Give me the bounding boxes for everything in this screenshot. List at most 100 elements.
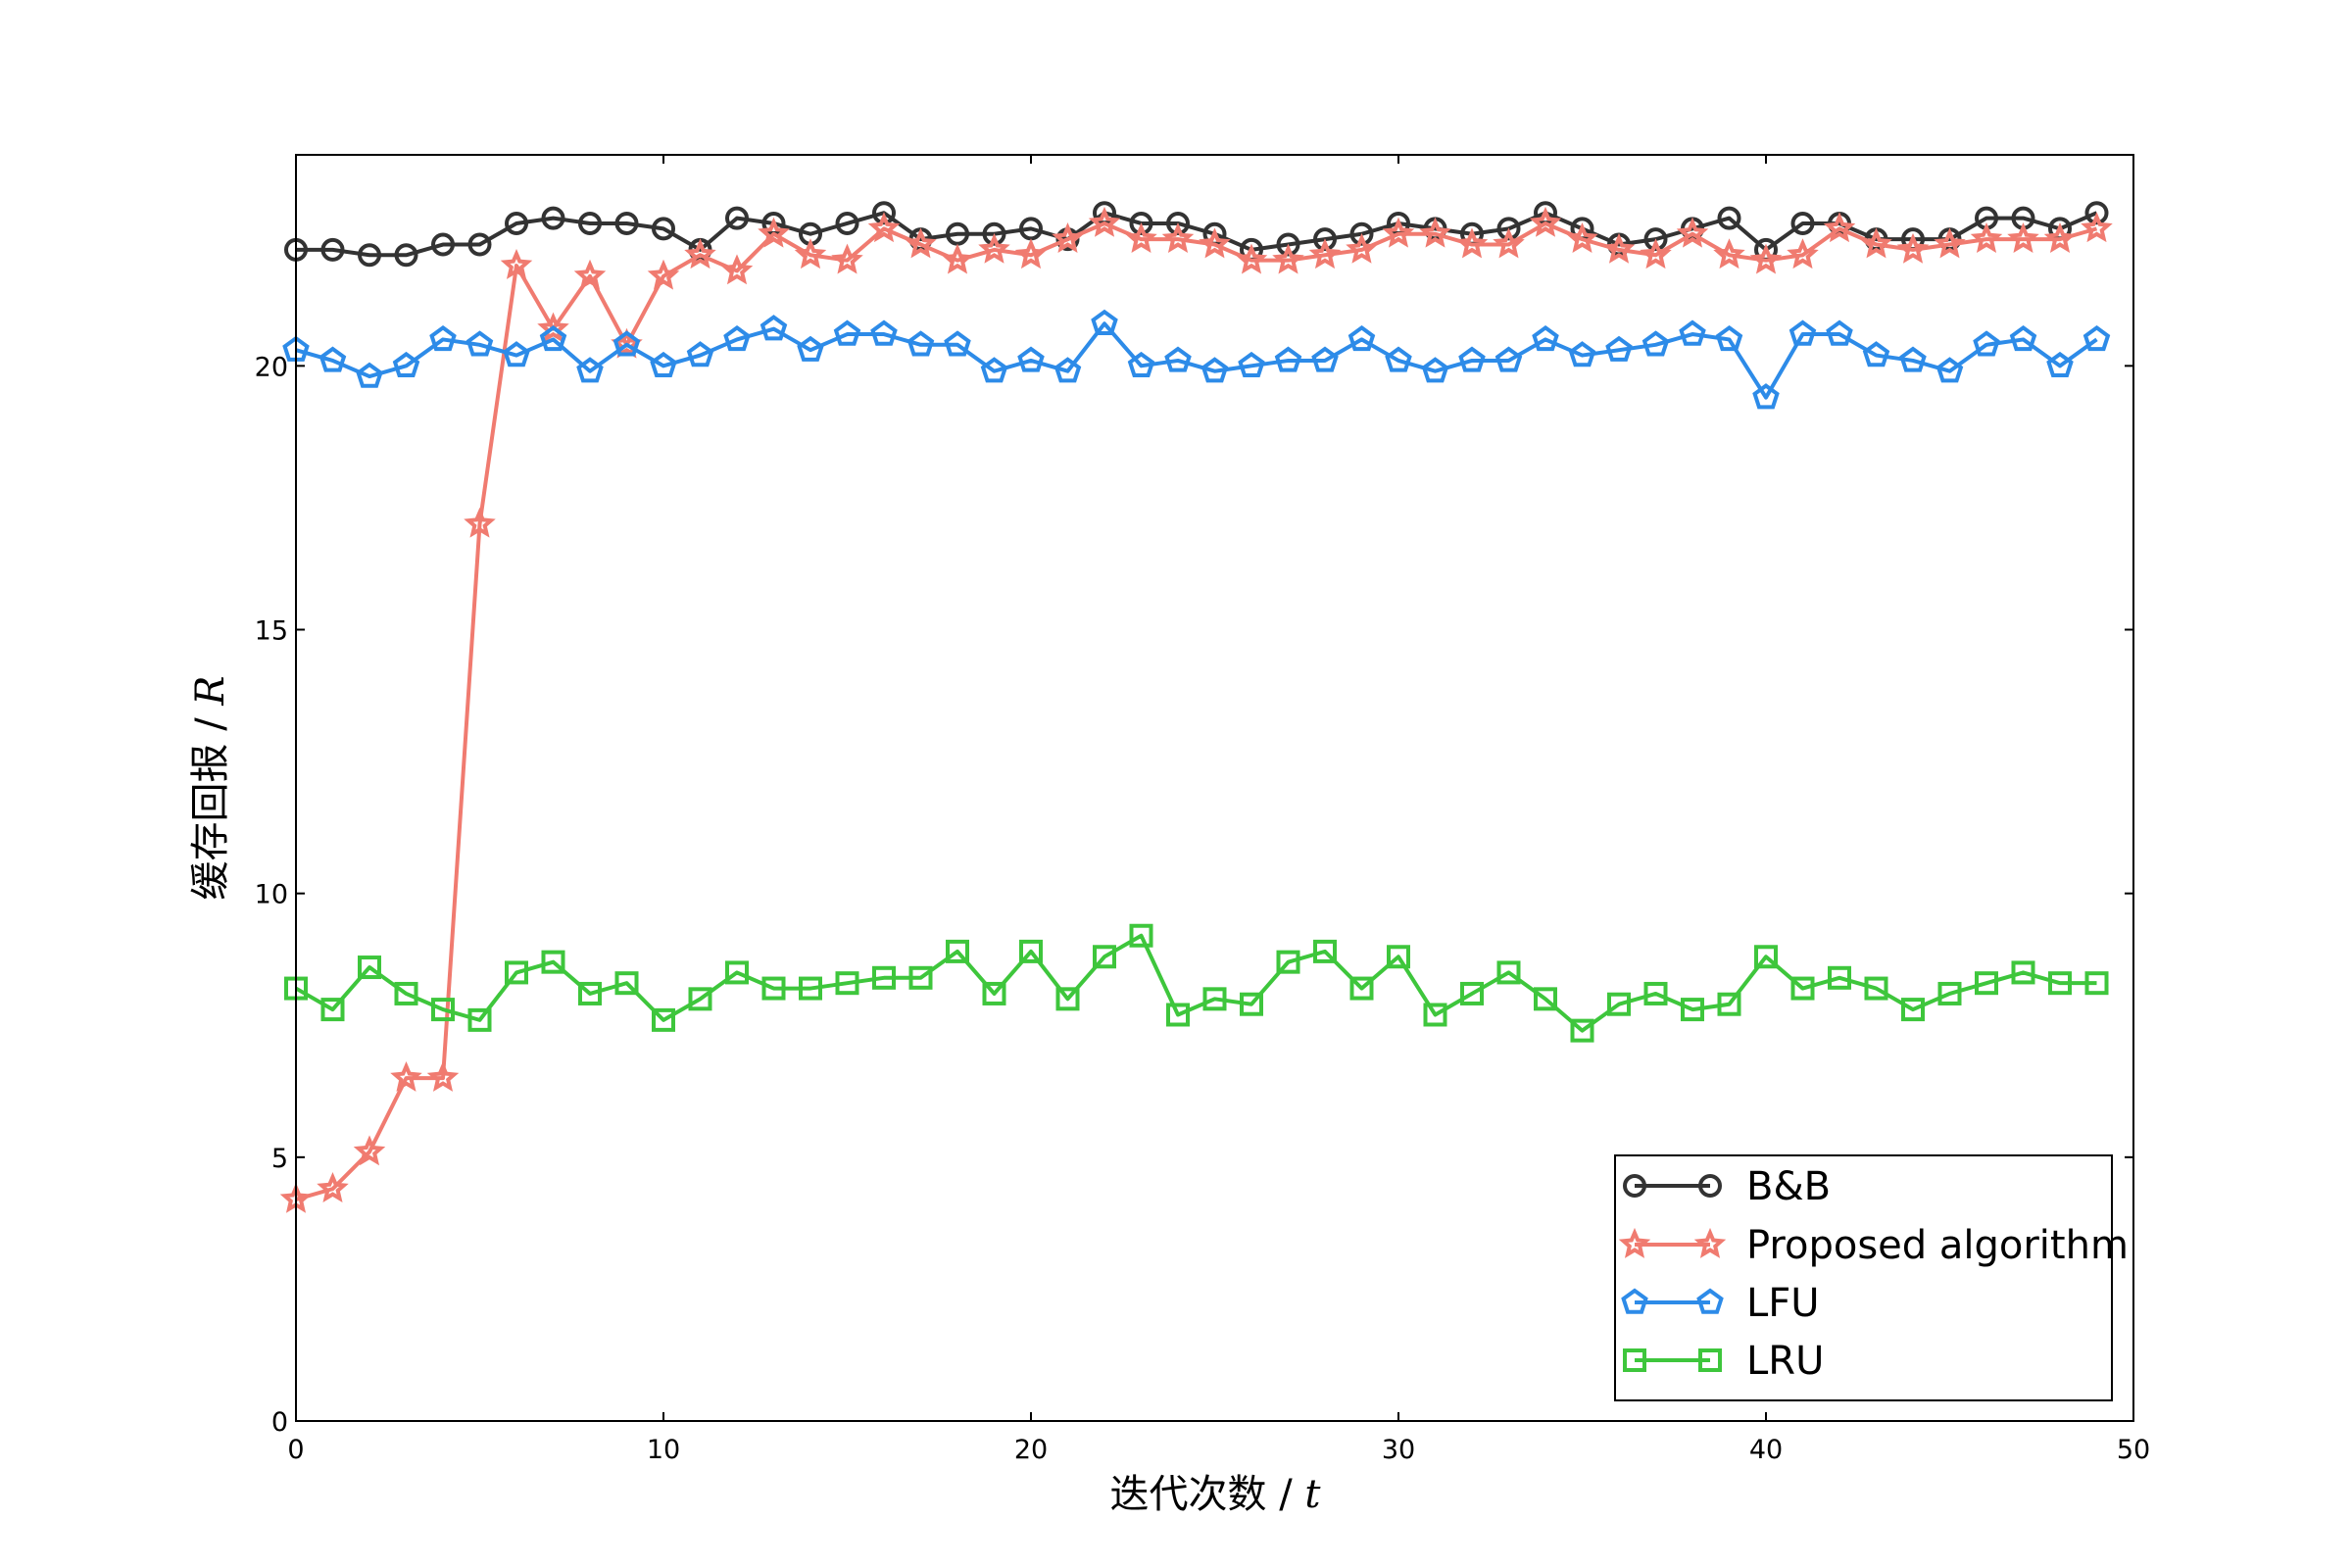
data-point-lru xyxy=(908,965,933,990)
data-point-lru xyxy=(1093,945,1116,969)
data-point-proposed-algorithm xyxy=(794,238,827,270)
data-point-lru xyxy=(1864,976,1888,1001)
data-point-proposed-algorithm xyxy=(1970,222,2003,253)
data-point-proposed-algorithm xyxy=(1860,227,1892,259)
data-point-lfu xyxy=(576,357,604,383)
legend-swatch-marker xyxy=(1618,1227,1651,1258)
data-point-lru xyxy=(688,987,712,1011)
data-point-lru xyxy=(652,1007,675,1032)
data-point-lru xyxy=(2048,971,2072,996)
data-point-proposed-algorithm xyxy=(1052,222,1084,253)
data-point-lru xyxy=(1276,950,1300,974)
data-point-lru xyxy=(1387,945,1410,969)
data-point-proposed-algorithm xyxy=(1346,232,1378,264)
data-point-lfu xyxy=(1311,346,1339,372)
data-point-b-b xyxy=(1790,211,1815,235)
data-point-proposed-algorithm xyxy=(537,312,569,343)
data-point-b-b xyxy=(652,217,675,241)
data-point-proposed-algorithm xyxy=(2007,222,2039,253)
data-point-b-b xyxy=(505,211,528,235)
data-point-lfu xyxy=(1826,319,1853,346)
plot-frame xyxy=(295,154,2134,1422)
data-point-proposed-algorithm xyxy=(1272,243,1304,274)
x-tick-label: 30 xyxy=(1382,1435,1415,1465)
data-point-proposed-algorithm xyxy=(1088,206,1121,237)
data-point-lfu xyxy=(1568,341,1596,368)
data-point-proposed-algorithm xyxy=(647,259,680,290)
data-point-proposed-algorithm xyxy=(1676,217,1709,248)
data-point-proposed-algorithm xyxy=(1235,243,1268,274)
legend-swatch-marker xyxy=(1696,1288,1724,1314)
data-point-lfu xyxy=(906,330,935,357)
series-layer xyxy=(279,201,2113,1213)
data-point-lru xyxy=(835,971,859,996)
data-point-lfu xyxy=(392,351,420,378)
data-point-b-b xyxy=(467,232,492,257)
data-point-proposed-algorithm xyxy=(978,232,1010,264)
axis-ticks: 0 10 20 30 40 50 0 5 10 15 20 xyxy=(255,155,2150,1465)
y-tick-label: 20 xyxy=(255,352,288,382)
data-point-lfu xyxy=(2046,351,2074,378)
data-point-lfu xyxy=(1862,341,1890,368)
data-point-lru xyxy=(1607,992,1631,1016)
data-point-proposed-algorithm xyxy=(1161,222,1195,253)
data-point-lru xyxy=(946,939,969,963)
legend-entry-lru: LRU xyxy=(1623,1339,1824,1384)
data-point-b-b xyxy=(394,243,418,268)
data-point-lfu xyxy=(1494,346,1523,372)
y-axis-label: 缓存回报 xyxy=(188,744,233,901)
data-point-lru xyxy=(2084,971,2109,996)
data-point-lfu xyxy=(870,319,898,346)
data-point-lfu xyxy=(833,319,861,346)
legend-swatch-marker xyxy=(1693,1227,1727,1258)
data-point-lru xyxy=(1423,1003,1447,1027)
legend-swatch-marker xyxy=(1623,1174,1646,1198)
data-point-lfu xyxy=(1899,346,1927,372)
series-line-lru xyxy=(295,933,2097,1033)
data-point-b-b xyxy=(725,206,749,230)
data-point-proposed-algorithm xyxy=(720,254,754,285)
data-point-lru xyxy=(1937,981,1962,1005)
data-point-proposed-algorithm xyxy=(1493,227,1525,259)
data-point-lru xyxy=(1570,1018,1594,1043)
data-point-lfu xyxy=(1973,330,2000,357)
y-axis-separator: / xyxy=(188,706,233,744)
data-point-lfu xyxy=(650,351,677,378)
data-point-lru xyxy=(1129,923,1153,948)
data-point-lfu xyxy=(539,324,567,352)
legend-swatch-marker xyxy=(1623,1348,1646,1372)
series-line-proposed-algorithm xyxy=(295,220,2098,1201)
data-point-lru xyxy=(982,981,1006,1005)
data-point-proposed-algorithm xyxy=(426,1060,460,1092)
data-point-proposed-algorithm xyxy=(1566,222,1598,253)
data-point-proposed-algorithm xyxy=(1125,222,1157,253)
data-point-lfu xyxy=(1936,357,1964,383)
x-tick-label: 0 xyxy=(287,1435,304,1465)
data-point-proposed-algorithm xyxy=(831,243,863,274)
data-point-lru xyxy=(614,971,639,996)
y-axis-title: 缓存回报 / R xyxy=(188,675,233,900)
data-point-proposed-algorithm xyxy=(390,1060,422,1092)
legend-entry-proposed-algorithm: Proposed algorithm xyxy=(1618,1223,2129,1268)
data-point-proposed-algorithm xyxy=(758,217,790,248)
data-point-lru xyxy=(872,965,896,990)
data-point-proposed-algorithm xyxy=(1014,238,1048,270)
data-point-lfu xyxy=(1238,351,1265,378)
data-point-lfu xyxy=(1127,351,1155,378)
data-point-proposed-algorithm xyxy=(500,248,533,279)
x-tick-label: 50 xyxy=(2117,1435,2150,1465)
data-point-lru xyxy=(320,998,345,1022)
series-b-b xyxy=(284,201,2109,268)
data-point-lfu xyxy=(760,315,788,341)
data-point-lfu xyxy=(503,341,530,368)
data-point-b-b xyxy=(1166,211,1190,235)
data-point-b-b xyxy=(1129,211,1153,235)
data-point-proposed-algorithm xyxy=(1713,238,1745,270)
series-line-b-b xyxy=(296,211,2098,258)
data-point-proposed-algorithm xyxy=(1823,212,1856,243)
data-point-lfu xyxy=(1605,335,1633,362)
data-point-proposed-algorithm xyxy=(317,1172,349,1202)
data-point-proposed-algorithm xyxy=(1455,227,1489,259)
data-point-b-b xyxy=(1313,227,1337,252)
